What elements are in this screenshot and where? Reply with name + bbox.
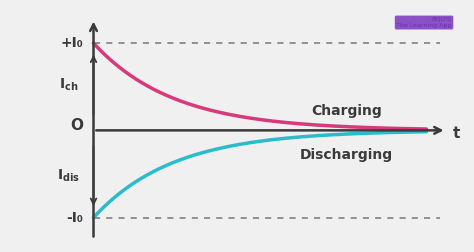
Text: t: t [453,126,460,141]
Text: O: O [71,118,83,133]
Text: Charging: Charging [311,104,382,118]
Text: $\mathbf{I_{ch}}$: $\mathbf{I_{ch}}$ [58,77,78,93]
Text: -I₀: -I₀ [67,211,83,225]
Text: BYJU'S
The Learning App: BYJU'S The Learning App [396,17,452,28]
Text: Discharging: Discharging [300,148,393,162]
Text: +I₀: +I₀ [61,36,83,50]
Text: $\mathbf{I_{dis}}$: $\mathbf{I_{dis}}$ [57,168,80,184]
